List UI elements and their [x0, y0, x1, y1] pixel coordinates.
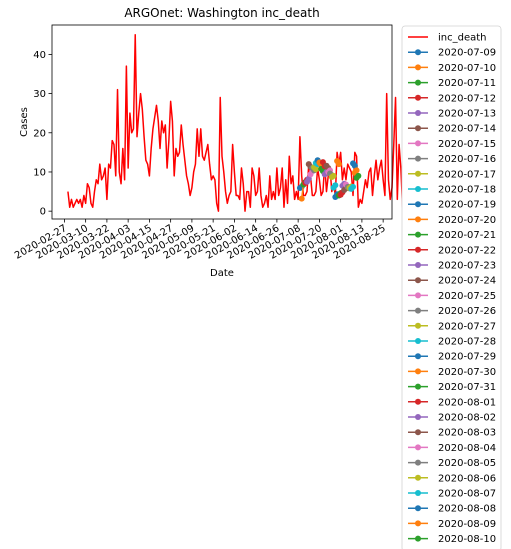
legend-label: 2020-07-18 [438, 185, 496, 196]
y-tick-label: 30 [33, 89, 46, 100]
legend-marker [415, 444, 421, 451]
legend-label: 2020-08-04 [438, 443, 496, 454]
legend-label: 2020-07-10 [438, 63, 496, 74]
legend-label: 2020-07-13 [438, 109, 496, 120]
legend-marker [415, 186, 421, 192]
legend-marker [415, 216, 421, 223]
legend-label: 2020-07-26 [438, 306, 496, 317]
legend-marker [415, 505, 421, 512]
legend-label: 2020-07-27 [438, 321, 496, 332]
legend-label: 2020-08-05 [438, 458, 496, 469]
y-tick-label: 10 [33, 167, 46, 178]
legend-marker [415, 338, 421, 344]
forecast-point-2020-07-27 [330, 172, 337, 179]
legend-marker [415, 170, 421, 177]
legend-label: 2020-08-10 [438, 534, 496, 545]
legend-label: 2020-07-23 [438, 261, 496, 272]
legend-label: 2020-07-22 [438, 245, 496, 256]
legend-label: 2020-08-09 [438, 519, 496, 530]
legend-label: 2020-07-20 [438, 215, 496, 226]
legend-label: 2020-07-16 [438, 154, 496, 165]
legend-label: 2020-07-19 [438, 200, 496, 211]
legend-marker [415, 64, 421, 71]
legend-marker [415, 155, 421, 162]
legend-label: 2020-07-17 [438, 169, 496, 180]
forecast-point-2020-07-17 [312, 166, 319, 173]
legend-marker [415, 140, 421, 147]
legend-label: 2020-07-24 [438, 276, 496, 287]
legend-label: 2020-07-09 [438, 48, 496, 59]
legend-marker [415, 414, 421, 420]
legend-marker [415, 383, 421, 390]
legend-label: 2020-07-14 [438, 124, 496, 135]
legend-label: 2020-07-21 [438, 230, 496, 241]
legend-label: 2020-08-08 [438, 504, 496, 515]
legend-frame [401, 25, 502, 549]
legend-label: 2020-07-30 [438, 367, 496, 378]
plot-area: 0102030402020-02-272020-03-102020-03-222… [13, 24, 434, 262]
y-axis-label: Cases [19, 107, 30, 137]
legend-marker [415, 292, 421, 299]
series-line-inc-death [67, 34, 434, 212]
legend-label: 2020-08-01 [438, 397, 496, 408]
legend-marker [415, 459, 421, 466]
legend-marker [415, 520, 421, 527]
legend-marker [415, 535, 421, 542]
legend-label: 2020-08-06 [438, 473, 496, 484]
y-tick-label: 20 [33, 128, 46, 139]
legend-marker [415, 94, 421, 101]
legend-marker [415, 262, 421, 268]
legend-label: inc_death [438, 33, 487, 44]
y-tick-label: 40 [33, 50, 46, 61]
y-tick-label: 0 [40, 207, 46, 218]
legend-marker [415, 353, 421, 360]
legend-marker [415, 307, 421, 314]
legend-label: 2020-07-25 [438, 291, 496, 302]
legend-marker [415, 429, 421, 436]
forecast-point-2020-07-30 [335, 161, 342, 168]
plot-frame [51, 24, 393, 220]
legend-marker [415, 49, 421, 56]
forecast-point-2020-08-10 [355, 172, 362, 179]
legend-label: 2020-07-12 [438, 93, 496, 104]
legend: inc_death 2020-07-09 2020-07-10 2020-07-11 2… [401, 25, 502, 549]
legend-label: 2020-08-07 [438, 489, 496, 500]
legend-label: 2020-08-02 [438, 413, 496, 424]
x-axis-label: Date [210, 268, 234, 279]
forecast-point-2020-08-07 [350, 183, 357, 190]
legend-marker [415, 474, 421, 481]
legend-marker [415, 110, 421, 116]
forecast-point-2020-07-10 [298, 195, 305, 202]
legend-label: 2020-07-15 [438, 139, 496, 150]
legend-marker [415, 398, 421, 405]
legend-label: 2020-07-28 [438, 337, 496, 348]
legend-marker [415, 231, 421, 238]
legend-label: 2020-07-31 [438, 382, 496, 393]
forecast-point-2020-08-08 [351, 162, 358, 169]
legend-marker [415, 246, 421, 253]
legend-label: 2020-07-11 [438, 78, 496, 89]
legend-marker [415, 79, 421, 86]
legend-marker [415, 277, 421, 284]
legend-marker [415, 490, 421, 496]
forecast-point-2020-08-09 [353, 167, 360, 174]
chart-title: ARGOnet: Washington inc_death [124, 6, 319, 20]
legend-marker [415, 201, 421, 208]
legend-marker [415, 125, 421, 132]
legend-marker [415, 322, 421, 329]
forecast-point-2020-07-28 [332, 182, 339, 189]
legend-marker [415, 368, 421, 375]
legend-label: 2020-08-03 [438, 428, 496, 439]
legend-label: 2020-07-29 [438, 352, 496, 363]
